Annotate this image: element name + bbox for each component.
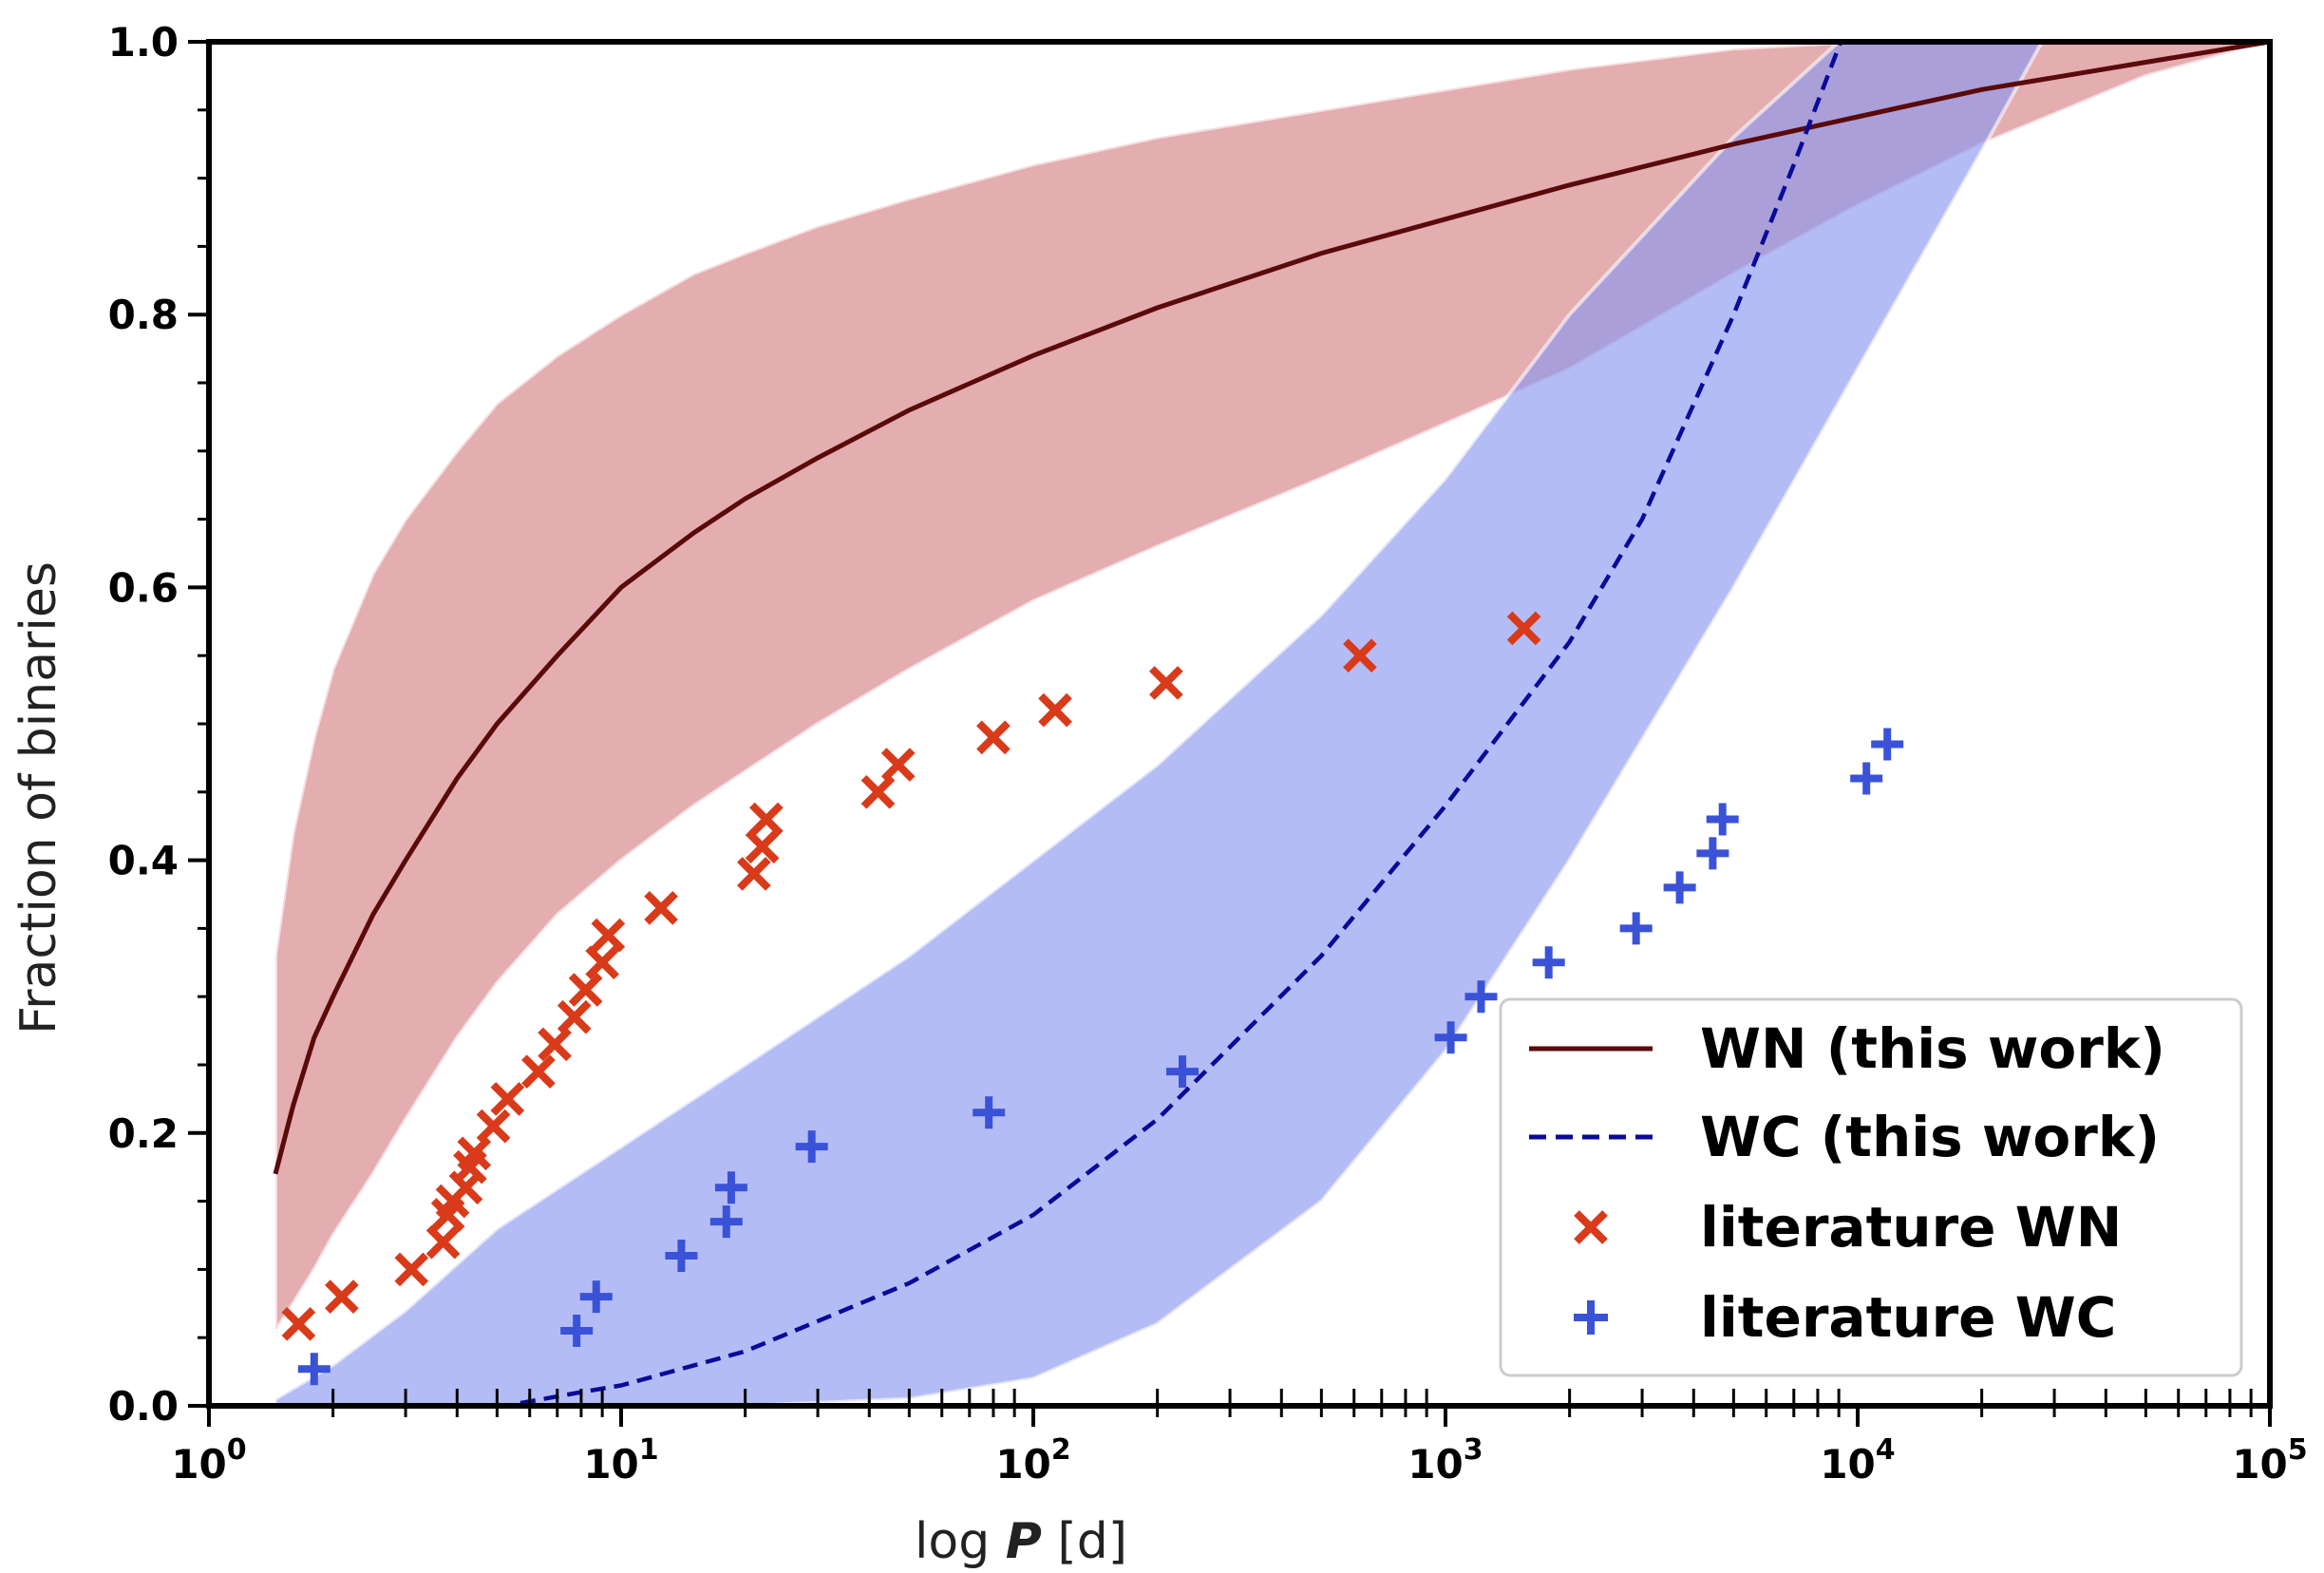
lit-wn-marker bbox=[538, 1027, 572, 1062]
legend-box bbox=[1499, 997, 2243, 1377]
y-tick-label: 0.4 bbox=[108, 838, 179, 884]
y-axis-label: Fraction of binaries bbox=[10, 561, 67, 1034]
lit-wc-marker bbox=[1434, 1021, 1467, 1054]
lit-wc-marker bbox=[714, 1171, 747, 1204]
lit-wn-marker bbox=[737, 857, 771, 891]
wc-confidence-band bbox=[274, 42, 2045, 1406]
x-axis-label-variable: P bbox=[1006, 1513, 1042, 1570]
lit-wn-marker bbox=[568, 973, 603, 1007]
x-tick-base: 10 bbox=[995, 1441, 1050, 1488]
lit-wn-marker bbox=[1149, 666, 1183, 700]
legend-label: WC (this work) bbox=[1700, 1105, 2160, 1169]
lit-wn-marker bbox=[557, 999, 592, 1034]
x-tick-exponent: 5 bbox=[2288, 1433, 2308, 1467]
lit-wc-marker bbox=[1532, 946, 1565, 979]
lit-wn-marker bbox=[457, 1136, 492, 1171]
lit-wn-marker bbox=[585, 945, 619, 980]
lit-wn-marker bbox=[490, 1082, 525, 1116]
lit-wc-marker bbox=[297, 1353, 331, 1386]
legend-label: literature WN bbox=[1700, 1195, 2122, 1260]
legend-lit-wc-marker bbox=[1574, 1300, 1608, 1335]
lit-wn-marker bbox=[394, 1252, 429, 1287]
x-tick-exponent: 3 bbox=[1464, 1433, 1483, 1467]
lit-wn-marker bbox=[976, 720, 1011, 755]
x-axis-label: log P [d] bbox=[915, 1513, 1127, 1570]
lit-wc-marker bbox=[665, 1240, 698, 1273]
lit-wn-marker bbox=[521, 1054, 556, 1090]
y-tick-label: 0.8 bbox=[108, 292, 179, 338]
lit-wn-marker bbox=[1038, 692, 1072, 728]
lit-wn-marker bbox=[745, 829, 780, 864]
x-tick-label: 105 bbox=[2232, 1433, 2307, 1488]
lit-wc-marker bbox=[709, 1205, 743, 1239]
y-tick-label: 1.0 bbox=[108, 19, 179, 66]
x-tick-base: 10 bbox=[171, 1441, 226, 1488]
lit-wc-marker bbox=[1619, 912, 1653, 945]
model-lines bbox=[273, 42, 2270, 1406]
lit-wc-marker bbox=[973, 1096, 1006, 1129]
x-tick-label: 103 bbox=[1408, 1433, 1483, 1488]
confidence-bands bbox=[274, 42, 2270, 1406]
y-tick-label: 0.0 bbox=[108, 1383, 179, 1430]
lit-wc-marker bbox=[1871, 728, 1904, 761]
lit-wn-marker bbox=[880, 748, 916, 782]
lit-wc-marker bbox=[1663, 871, 1696, 904]
wc-model-line bbox=[520, 42, 1843, 1406]
x-tick-base: 10 bbox=[1820, 1441, 1875, 1488]
lit-wn-marker bbox=[281, 1307, 316, 1341]
lit-wn-marker bbox=[476, 1109, 511, 1144]
x-tick-exponent: 2 bbox=[1051, 1433, 1071, 1467]
x-tick-base: 10 bbox=[2232, 1441, 2287, 1488]
legend-label: WN (this work) bbox=[1700, 1016, 2165, 1081]
x-tick-exponent: 0 bbox=[227, 1433, 247, 1467]
x-tick-label: 100 bbox=[171, 1433, 246, 1488]
lit-wn-marker bbox=[644, 891, 678, 925]
lit-wc-marker bbox=[560, 1315, 594, 1348]
legend-label: literature WC bbox=[1700, 1285, 2116, 1350]
lit-wc-marker bbox=[1696, 837, 1729, 870]
lit-wc-marker bbox=[579, 1280, 613, 1314]
lit-wc-marker bbox=[795, 1130, 828, 1164]
x-axis-label-unit: [d] bbox=[1042, 1513, 1127, 1570]
x-tick-base: 10 bbox=[1408, 1441, 1463, 1488]
lit-wn-marker bbox=[749, 802, 784, 837]
x-tick-exponent: 1 bbox=[639, 1433, 659, 1467]
x-tick-label: 104 bbox=[1820, 1433, 1895, 1488]
lit-wn-marker bbox=[425, 1224, 461, 1260]
x-tick-base: 10 bbox=[583, 1441, 638, 1488]
lit-wn-marker bbox=[1343, 638, 1377, 673]
y-tick-label: 0.2 bbox=[108, 1110, 179, 1157]
wn-model-line bbox=[273, 42, 2270, 1175]
literature-markers bbox=[281, 611, 1904, 1386]
x-axis-label-prefix: log bbox=[915, 1513, 1006, 1570]
legend-lit-wn-marker bbox=[1574, 1210, 1608, 1244]
wn-confidence-band bbox=[274, 42, 2270, 1337]
x-tick-label: 102 bbox=[995, 1433, 1070, 1488]
lit-wn-marker bbox=[860, 774, 896, 809]
lit-wc-marker bbox=[1464, 980, 1498, 1014]
x-tick-exponent: 4 bbox=[1876, 1433, 1896, 1467]
y-tick-label: 0.6 bbox=[108, 564, 179, 611]
lit-wc-marker bbox=[1165, 1055, 1199, 1089]
lit-wn-marker bbox=[591, 918, 626, 953]
legend: WN (this work) WC (this work) literature W… bbox=[1499, 997, 2243, 1377]
lit-wc-marker bbox=[1850, 762, 1883, 795]
lit-wn-marker bbox=[325, 1279, 359, 1314]
lit-wn-marker bbox=[1506, 611, 1541, 646]
lit-wc-marker bbox=[1706, 803, 1739, 836]
x-tick-label: 101 bbox=[583, 1433, 658, 1488]
